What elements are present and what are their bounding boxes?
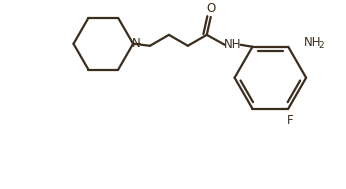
Text: F: F	[287, 114, 293, 127]
Text: O: O	[206, 2, 215, 15]
Text: 2: 2	[318, 41, 324, 50]
Text: N: N	[132, 37, 140, 50]
Text: NH: NH	[224, 38, 242, 51]
Text: NH: NH	[304, 36, 322, 49]
